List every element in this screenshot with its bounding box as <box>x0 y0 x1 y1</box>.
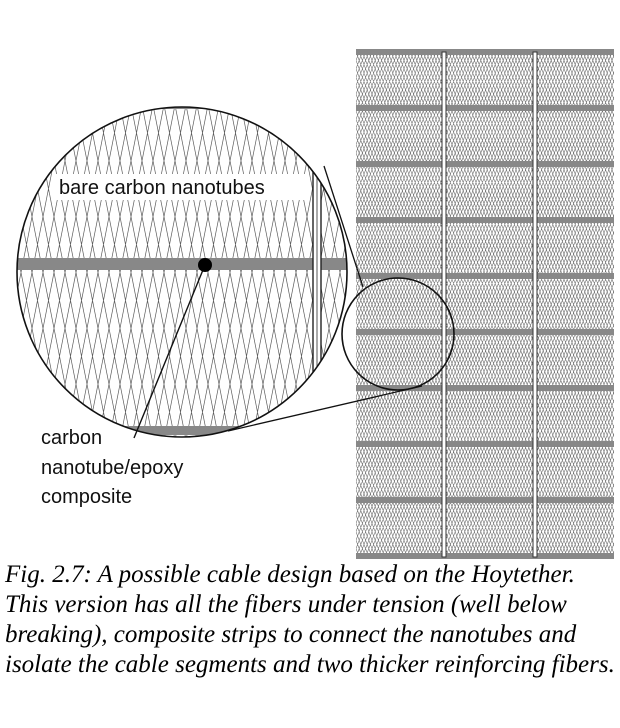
bare-nanotubes-label: bare carbon nanotubes <box>59 177 265 199</box>
cable-composite-strip <box>356 497 614 503</box>
composite-label-line2: nanotube/epoxy <box>41 457 183 479</box>
zoom-composite-strip <box>17 426 347 435</box>
cable-background <box>356 52 614 557</box>
zoom-composite-strip <box>17 258 347 270</box>
composite-pointer-dot <box>198 258 212 272</box>
composite-label-line3: composite <box>41 486 132 508</box>
cable-composite-strip <box>356 161 614 167</box>
composite-label-line1: carbon <box>41 427 102 449</box>
cable-composite-strips <box>356 49 614 559</box>
magnify-circle-large <box>16 106 348 438</box>
cable-diagram: bare carbon nanotubes carbon nanotube/ep… <box>16 49 614 559</box>
zoom-connector-top <box>323 165 364 288</box>
figure-caption: Fig. 2.7: A possible cable design based … <box>5 561 615 678</box>
cable-composite-strip <box>356 217 614 223</box>
cable-composite-strip <box>356 329 614 335</box>
cable-composite-strip <box>356 105 614 111</box>
cable-composite-strip <box>356 441 614 447</box>
cable-composite-strip <box>356 385 614 391</box>
cable-composite-strip <box>356 553 614 559</box>
magnified-view <box>16 106 348 438</box>
cable-reinforcing-fiber <box>532 51 538 558</box>
zoom-composite-strips <box>17 107 347 435</box>
cable <box>356 49 614 559</box>
cable-composite-strip <box>356 49 614 55</box>
zoom-composite-strip <box>17 107 347 109</box>
zoom-connector-bottom <box>227 385 423 432</box>
magnify-circle-small <box>341 277 455 391</box>
zoom-reinforcing-fiber <box>312 107 322 431</box>
bare-nanotubes-label-bg <box>54 174 308 200</box>
cable-composite-strip <box>356 273 614 279</box>
composite-pointer-line <box>133 264 206 439</box>
